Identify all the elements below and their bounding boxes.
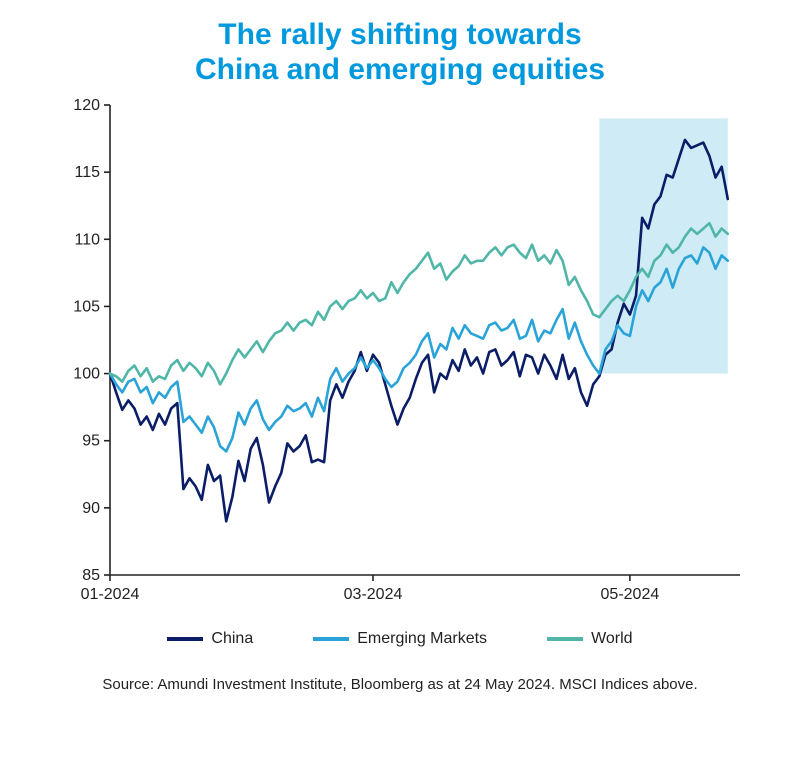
- chart-page: { "chart": { "type": "line", "title_line…: [0, 0, 800, 776]
- legend-item-china: China: [167, 630, 253, 648]
- svg-text:105: 105: [73, 298, 100, 315]
- svg-text:120: 120: [73, 97, 100, 114]
- svg-text:100: 100: [73, 366, 100, 383]
- legend-swatch-world: [547, 637, 583, 641]
- svg-text:90: 90: [82, 500, 100, 517]
- chart-plot-area: 85 90 95 100 105 110 115 120 01-2024 03-2024 05-20…: [50, 95, 750, 620]
- svg-text:01-2024: 01-2024: [81, 586, 140, 603]
- legend-item-world: World: [547, 630, 633, 648]
- legend-label-china: China: [211, 630, 253, 648]
- svg-text:110: 110: [74, 231, 100, 248]
- legend-swatch-china: [167, 637, 203, 641]
- chart-legend: China Emerging Markets World: [0, 630, 800, 648]
- svg-text:03-2024: 03-2024: [344, 586, 403, 603]
- legend-label-world: World: [591, 630, 633, 648]
- svg-text:05-2024: 05-2024: [601, 586, 660, 603]
- chart-svg: 85 90 95 100 105 110 115 120 01-2024 03-2024 05-20…: [50, 95, 750, 615]
- svg-text:95: 95: [82, 433, 100, 450]
- chart-title-line1: The rally shifting towards: [0, 18, 800, 53]
- svg-text:115: 115: [74, 164, 100, 181]
- chart-source-note: Source: Amundi Investment Institute, Blo…: [0, 676, 800, 693]
- chart-title-line2: China and emerging equities: [0, 53, 800, 88]
- legend-label-em: Emerging Markets: [357, 630, 487, 648]
- svg-text:85: 85: [82, 567, 100, 584]
- legend-swatch-em: [313, 637, 349, 641]
- legend-item-em: Emerging Markets: [313, 630, 487, 648]
- chart-title: The rally shifting towards China and eme…: [0, 0, 800, 95]
